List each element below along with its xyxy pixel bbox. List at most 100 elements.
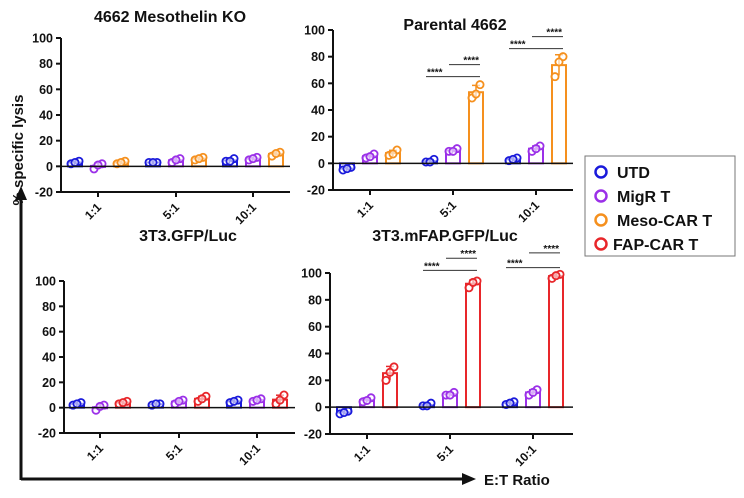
- data-point: [448, 146, 458, 156]
- data-point: [528, 387, 538, 397]
- data-point: [116, 157, 126, 167]
- panel-title: Parental 4662: [403, 17, 506, 34]
- y-tick-label: 80: [42, 300, 56, 314]
- significance-label: ****: [427, 68, 443, 79]
- data-point: [550, 72, 560, 82]
- data-point: [93, 160, 103, 170]
- data-point: [385, 367, 395, 377]
- y-tick-label: 20: [311, 130, 325, 144]
- data-point: [225, 156, 235, 166]
- data-point: [148, 157, 158, 167]
- legend-marker-icon: [594, 213, 608, 227]
- data-point: [554, 57, 564, 67]
- panel-4: 3T3.mFAP.GFP/Luc -20 0 20 40 60 80 100 1:1 5:1 10:…: [301, 228, 573, 469]
- data-point: [70, 157, 80, 167]
- y-tick-label: 20: [308, 374, 322, 388]
- y-tick-label: 80: [39, 57, 53, 71]
- data-point: [229, 396, 239, 406]
- y-tick-label: 60: [39, 83, 53, 97]
- y-tick-label: 80: [311, 50, 325, 64]
- y-tick-label: 60: [42, 325, 56, 339]
- y-tick-label: -20: [307, 184, 325, 198]
- data-point: [551, 271, 561, 281]
- data-point: [72, 399, 82, 409]
- legend-entry-utd: UTD: [594, 165, 650, 182]
- significance-label: ****: [543, 244, 559, 255]
- x-tick-label: 10:1: [512, 442, 539, 469]
- data-point: [381, 375, 391, 385]
- x-tick-label: 10:1: [515, 198, 542, 225]
- y-tick-label: 80: [308, 293, 322, 307]
- significance-label: ****: [460, 249, 476, 260]
- legend-label: FAP-CAR T: [613, 237, 699, 254]
- x-tick-label: 1:1: [354, 198, 376, 220]
- significance-label: ****: [463, 56, 479, 67]
- y-tick-label: -20: [35, 186, 53, 200]
- data-point: [365, 152, 375, 162]
- data-point: [95, 401, 105, 411]
- legend-marker-icon: [594, 237, 608, 251]
- y-tick-label: 20: [39, 134, 53, 148]
- bar: [548, 275, 564, 409]
- x-tick-label: 5:1: [163, 441, 185, 463]
- data-point: [197, 394, 207, 404]
- x-tick-label: 5:1: [434, 442, 456, 464]
- significance-label: ****: [424, 261, 440, 272]
- x-tick-label: 1:1: [82, 200, 104, 222]
- y-tick-label: 20: [42, 376, 56, 390]
- x-tick-label: 1:1: [351, 442, 373, 464]
- data-point: [252, 395, 262, 405]
- data-point: [194, 154, 204, 164]
- data-point: [422, 401, 432, 411]
- legend-marker-icon: [594, 189, 608, 203]
- y-tick-label: 100: [32, 32, 53, 46]
- x-tick-label: 10:1: [232, 200, 259, 227]
- et-ratio-arrow: [15, 186, 476, 485]
- legend-entry-fap: FAP-CAR T: [594, 237, 699, 254]
- legend-label: Meso-CAR T: [617, 213, 712, 230]
- data-point: [275, 395, 285, 405]
- panel-1: 4662 Mesothelin KO -20 0 20 40 60 80 100 1:1 5:1 1…: [32, 9, 290, 227]
- data-point: [342, 164, 352, 174]
- x-tick-label: 1:1: [84, 441, 106, 463]
- x-axis-label: E:T Ratio: [484, 472, 550, 489]
- y-tick-label: 40: [311, 104, 325, 118]
- y-tick-label: 100: [304, 24, 325, 38]
- y-tick-label: -20: [38, 427, 56, 441]
- legend: UTD MigR T Meso-CAR T FAP-CAR T: [584, 155, 736, 257]
- y-tick-label: 0: [318, 157, 325, 171]
- data-point: [531, 144, 541, 154]
- y-tick-label: 40: [308, 347, 322, 361]
- data-point: [118, 398, 128, 408]
- x-tick-label: 5:1: [160, 200, 182, 222]
- data-point: [475, 80, 485, 90]
- panel-3: 3T3.GFP/Luc -20 0 20 40 60 80 100 1:1 5:1 10:1: [35, 228, 295, 468]
- legend-entry-migr: MigR T: [594, 189, 671, 206]
- significance-label: ****: [510, 40, 526, 51]
- legend-entry-meso: Meso-CAR T: [594, 213, 712, 230]
- y-tick-label: 0: [46, 160, 53, 174]
- data-point: [339, 408, 349, 418]
- y-axis-label: % specific lysis: [10, 95, 27, 206]
- x-tick-label: 5:1: [437, 198, 459, 220]
- data-point: [505, 398, 515, 408]
- data-point: [174, 396, 184, 406]
- x-tick-label: 10:1: [236, 441, 263, 468]
- data-point: [468, 277, 478, 287]
- bar: [468, 91, 484, 165]
- data-point: [248, 154, 258, 164]
- data-point: [471, 89, 481, 99]
- data-point: [271, 148, 281, 158]
- y-tick-label: 60: [311, 77, 325, 91]
- y-tick-label: 100: [301, 267, 322, 281]
- panel-title: 3T3.mFAP.GFP/Luc: [372, 228, 518, 245]
- y-tick-label: 60: [308, 320, 322, 334]
- panel-2: Parental 4662 -20 0 20 40 60 80 100 1:1 5:1 10:1 **…: [304, 17, 573, 225]
- data-point: [171, 155, 181, 165]
- y-tick-label: 0: [315, 401, 322, 415]
- y-tick-label: 40: [39, 109, 53, 123]
- data-point: [508, 154, 518, 164]
- panel-title: 4662 Mesothelin KO: [94, 9, 246, 26]
- legend-label: UTD: [617, 165, 650, 182]
